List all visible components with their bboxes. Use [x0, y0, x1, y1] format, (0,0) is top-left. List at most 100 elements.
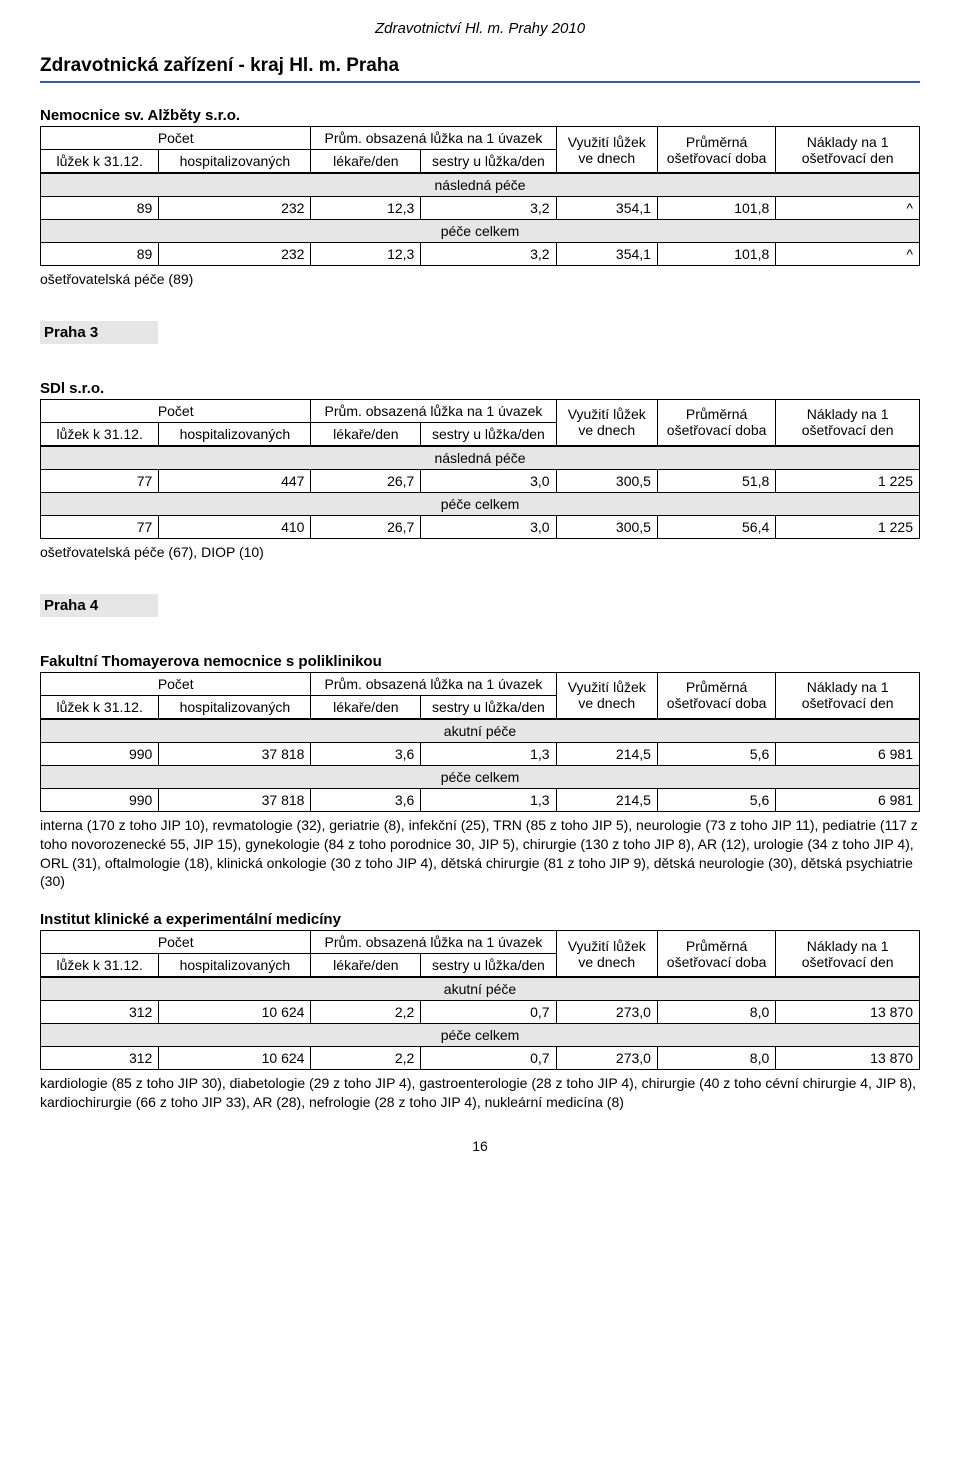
table-cell: 1,3: [421, 788, 556, 811]
col-naklady: Náklady na 1 ošetřovací den: [776, 127, 920, 173]
care-type-label: péče celkem: [41, 1024, 920, 1047]
col-lekare: lékaře/den: [311, 150, 421, 173]
table-cell: 447: [159, 469, 311, 492]
col-pocet: Počet: [41, 399, 311, 422]
table-cell: 273,0: [556, 1047, 657, 1070]
col-luzek: lůžek k 31.12.: [41, 150, 159, 173]
table-cell: 214,5: [556, 788, 657, 811]
table-cell: 300,5: [556, 469, 657, 492]
table-cell: 1 225: [776, 469, 920, 492]
table-data: následná péče8923212,33,2354,1101,8^péče…: [40, 173, 920, 266]
table-row: 7744726,73,0300,551,81 225: [41, 469, 920, 492]
table-header: PočetPrům. obsazená lůžka na 1 úvazekVyu…: [40, 399, 920, 446]
facility-note: interna (170 z toho JIP 10), revmatologi…: [40, 816, 920, 892]
col-hosp: hospitalizovaných: [159, 422, 311, 445]
table-cell: 1,3: [421, 742, 556, 765]
col-naklady: Náklady na 1 ošetřovací den: [776, 931, 920, 977]
col-prumerna: Průměrná ošetřovací doba: [657, 127, 775, 173]
facility-name: Nemocnice sv. Alžběty s.r.o.: [40, 107, 920, 124]
table-cell: 3,0: [421, 515, 556, 538]
col-sestry: sestry u lůžka/den: [421, 954, 556, 977]
col-sestry: sestry u lůžka/den: [421, 422, 556, 445]
table-cell: 77: [41, 515, 159, 538]
col-luzek: lůžek k 31.12.: [41, 954, 159, 977]
col-vyuziti: Využití lůžek ve dnech: [556, 399, 657, 445]
col-pocet: Počet: [41, 672, 311, 695]
table-cell: 12,3: [311, 197, 421, 220]
col-lekare: lékaře/den: [311, 422, 421, 445]
table-cell: ^: [776, 197, 920, 220]
table-cell: 13 870: [776, 1047, 920, 1070]
care-type-label: péče celkem: [41, 765, 920, 788]
table-data: akutní péče31210 6242,20,7273,08,013 870…: [40, 977, 920, 1070]
table-cell: 8,0: [657, 1001, 775, 1024]
page-header: Zdravotnictví Hl. m. Prahy 2010: [40, 20, 920, 37]
table-cell: 101,8: [657, 197, 775, 220]
page-number: 16: [40, 1138, 920, 1154]
col-prumerna: Průměrná ošetřovací doba: [657, 399, 775, 445]
table-cell: 37 818: [159, 788, 311, 811]
care-type-label: péče celkem: [41, 492, 920, 515]
table-header: PočetPrům. obsazená lůžka na 1 úvazekVyu…: [40, 672, 920, 719]
table-cell: ^: [776, 243, 920, 266]
table-cell: 232: [159, 197, 311, 220]
table-cell: 89: [41, 243, 159, 266]
col-naklady: Náklady na 1 ošetřovací den: [776, 672, 920, 718]
care-type-label: péče celkem: [41, 220, 920, 243]
care-type-label: následná péče: [41, 174, 920, 197]
table-cell: 10 624: [159, 1001, 311, 1024]
table-cell: 26,7: [311, 469, 421, 492]
table-cell: 2,2: [311, 1001, 421, 1024]
table-cell: 312: [41, 1001, 159, 1024]
table-cell: 5,6: [657, 788, 775, 811]
table-cell: 214,5: [556, 742, 657, 765]
col-luzek: lůžek k 31.12.: [41, 422, 159, 445]
table-cell: 312: [41, 1047, 159, 1070]
col-prumerna: Průměrná ošetřovací doba: [657, 672, 775, 718]
col-luzek: lůžek k 31.12.: [41, 695, 159, 718]
col-vyuziti: Využití lůžek ve dnech: [556, 127, 657, 173]
table-cell: 3,6: [311, 788, 421, 811]
table-row: 99037 8183,61,3214,55,66 981: [41, 742, 920, 765]
col-sestry: sestry u lůžka/den: [421, 150, 556, 173]
table-cell: 89: [41, 197, 159, 220]
facilities-container: Nemocnice sv. Alžběty s.r.o.PočetPrům. o…: [40, 107, 920, 1112]
table-cell: 6 981: [776, 788, 920, 811]
table-cell: 12,3: [311, 243, 421, 266]
facility-note: ošetřovatelská péče (67), DIOP (10): [40, 543, 920, 562]
table-cell: 3,2: [421, 243, 556, 266]
district-label: Praha 4: [40, 594, 158, 617]
table-cell: 5,6: [657, 742, 775, 765]
col-pocet: Počet: [41, 931, 311, 954]
table-cell: 0,7: [421, 1047, 556, 1070]
table-cell: 3,0: [421, 469, 556, 492]
table-cell: 56,4: [657, 515, 775, 538]
table-cell: 990: [41, 742, 159, 765]
care-type-label: následná péče: [41, 446, 920, 469]
facility-name: Fakultní Thomayerova nemocnice s polikli…: [40, 653, 920, 670]
table-row: 99037 8183,61,3214,55,66 981: [41, 788, 920, 811]
col-sestry: sestry u lůžka/den: [421, 695, 556, 718]
col-prum-luzka: Prům. obsazená lůžka na 1 úvazek: [311, 672, 556, 695]
table-cell: 3,2: [421, 197, 556, 220]
table-cell: 37 818: [159, 742, 311, 765]
table-cell: 0,7: [421, 1001, 556, 1024]
col-prumerna: Průměrná ošetřovací doba: [657, 931, 775, 977]
facility-note: kardiologie (85 z toho JIP 30), diabetol…: [40, 1074, 920, 1112]
facility-name: SDl s.r.o.: [40, 380, 920, 397]
table-cell: 6 981: [776, 742, 920, 765]
table-data: následná péče7744726,73,0300,551,81 225p…: [40, 446, 920, 539]
col-lekare: lékaře/den: [311, 695, 421, 718]
table-cell: 3,6: [311, 742, 421, 765]
col-hosp: hospitalizovaných: [159, 150, 311, 173]
care-type-label: akutní péče: [41, 978, 920, 1001]
col-prum-luzka: Prům. obsazená lůžka na 1 úvazek: [311, 127, 556, 150]
table-row: 7741026,73,0300,556,41 225: [41, 515, 920, 538]
col-naklady: Náklady na 1 ošetřovací den: [776, 399, 920, 445]
table-row: 31210 6242,20,7273,08,013 870: [41, 1001, 920, 1024]
col-prum-luzka: Prům. obsazená lůžka na 1 úvazek: [311, 399, 556, 422]
table-cell: 77: [41, 469, 159, 492]
table-cell: 990: [41, 788, 159, 811]
facility-name: Institut klinické a experimentální medic…: [40, 911, 920, 928]
col-vyuziti: Využití lůžek ve dnech: [556, 931, 657, 977]
